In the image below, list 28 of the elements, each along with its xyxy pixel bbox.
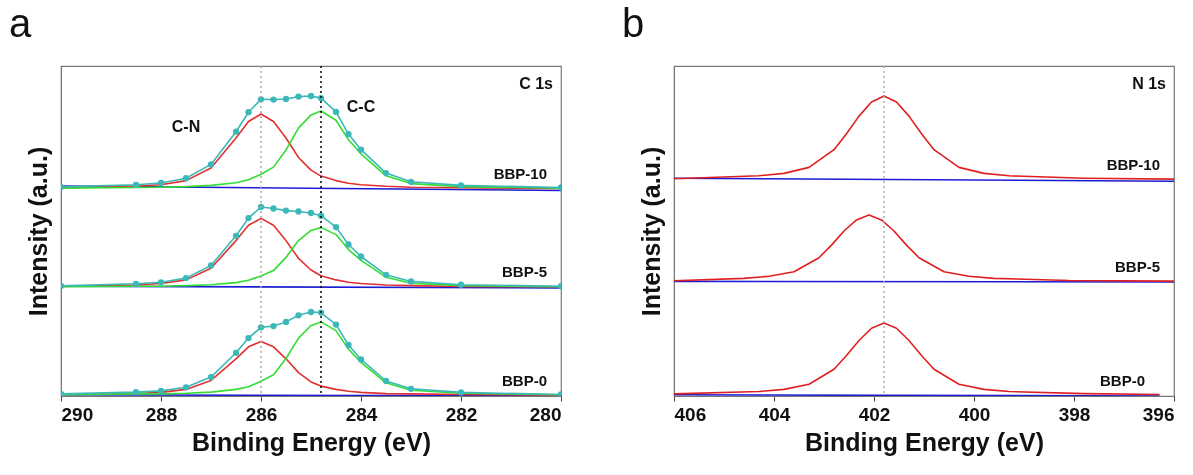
series-label: BBP-0	[501, 371, 547, 389]
x-axis-title: Binding Energy (eV)	[805, 427, 1044, 456]
x-tick-label: 290	[61, 403, 94, 425]
chart-title: b	[622, 1, 645, 46]
x-tick-label: 282	[445, 403, 478, 425]
series-label: BBP-5	[1114, 258, 1160, 276]
x-tick-label: 284	[345, 403, 378, 425]
text: N 1s	[1132, 75, 1167, 92]
y-axis-title: Intensity (a.u.)	[636, 146, 665, 317]
series-label: BBP-10	[1106, 156, 1160, 174]
x-tick-label: 288	[145, 403, 178, 425]
text: C 1s	[519, 75, 554, 92]
x-tick-label: 286	[245, 403, 278, 425]
x-tick-label: 396	[1142, 403, 1175, 425]
x-axis-title: Binding Energy (eV)	[192, 427, 431, 456]
x-tick-label: 398	[1058, 403, 1091, 425]
annotation: C-C	[346, 98, 376, 115]
x-tick-label: 280	[529, 403, 562, 425]
series-label: BBP-0	[1099, 371, 1145, 389]
series-label: BBP-10	[493, 164, 547, 182]
x-tick-label: 402	[858, 403, 891, 425]
x-tick-label: 400	[958, 403, 991, 425]
annotation: C-N	[171, 117, 201, 135]
y-axis-title: Intensity (a.u.)	[23, 146, 52, 317]
x-tick-label: 404	[758, 403, 791, 425]
series-label: BBP-5	[501, 263, 547, 281]
chart-title: a	[9, 1, 32, 46]
x-tick-label: 406	[674, 403, 707, 425]
